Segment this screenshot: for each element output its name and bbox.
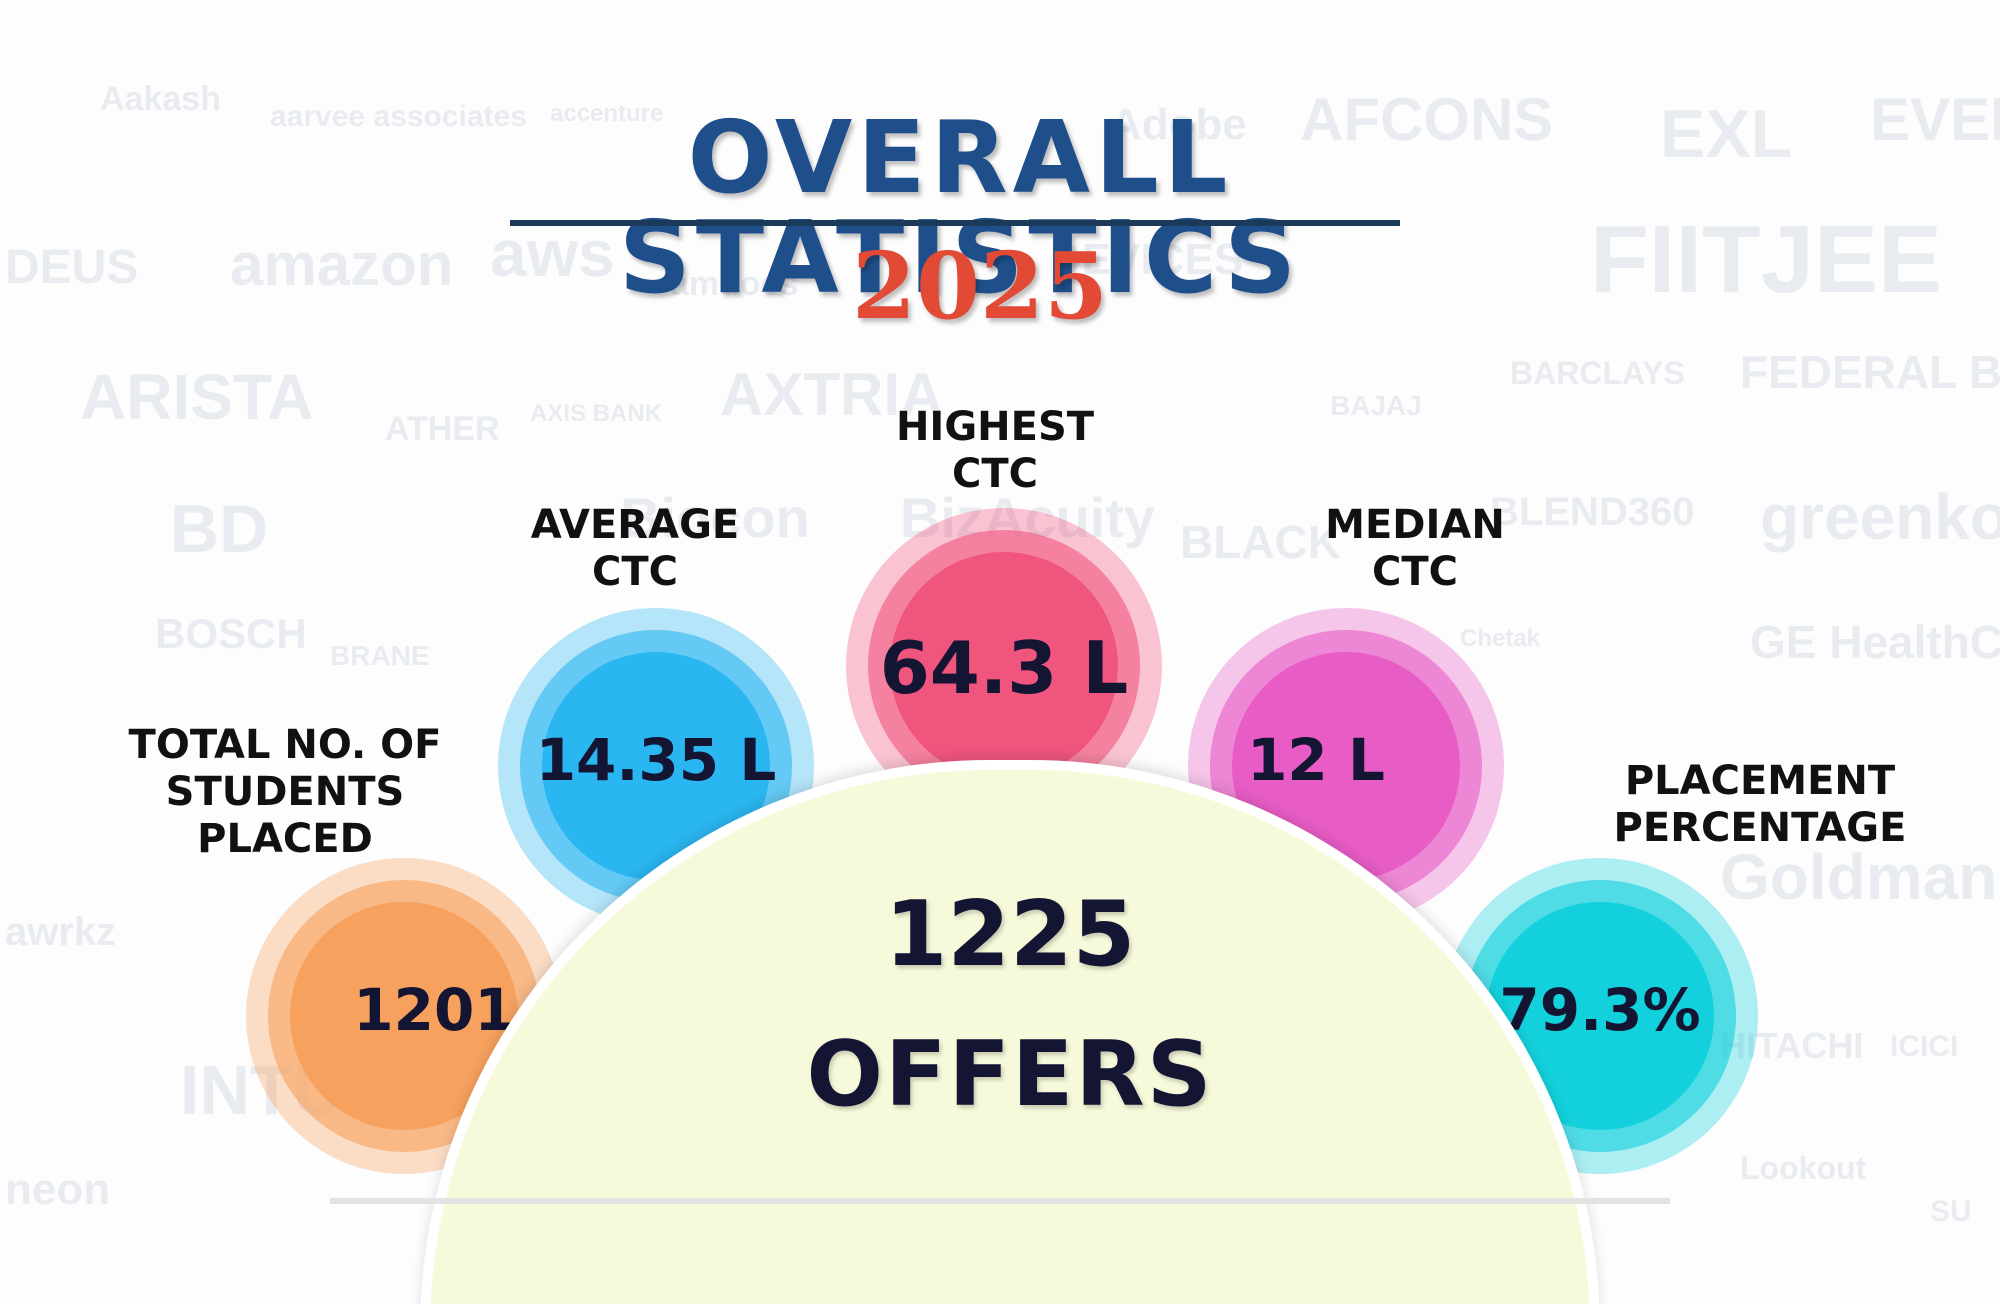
placement-percentage-label: PLACEMENT PERCENTAGE [1613,758,1907,851]
highest-ctc-value: 64.3 L [879,626,1129,710]
background-logo: BLACK [1180,516,1341,568]
background-logo: BLEND360 [1490,490,1695,534]
background-logo: BRANE [330,640,430,671]
background-logo: Biocon [620,486,810,549]
average-ctc-value: 14.35 L [535,726,777,794]
students-placed-label: TOTAL NO. OF STUDENTS PLACED [128,722,442,862]
average-ctc-label: AVERAGE CTC [530,502,740,595]
background-logo: AFCONS [1300,86,1554,153]
background-logo: GE HealthCare [1750,616,2000,668]
average-ctc-bubble: 14.35 L [498,608,814,924]
offers-count: 1225 [884,882,1136,987]
background-logo: BOSCH [155,610,307,657]
year-label: 2025 [851,232,1109,340]
background-logo: ARISTA [80,361,314,433]
background-logo: EXL [1660,96,1793,172]
highest-ctc-label: HIGHEST CTC [895,404,1095,497]
background-logo: FIITJEE [1590,206,1943,313]
title-underline [510,220,1400,226]
background-logo: AXTRIA [720,361,944,428]
background-logo: accenture [550,100,664,127]
background-logo: Aakash [100,80,221,118]
background-logo: amazon [230,231,454,298]
placement-percentage-value: 79.3% [1499,976,1701,1044]
background-logo: greenko [1760,481,2000,553]
background-logo: awrkz [5,910,117,954]
background-logo: BAJAJ [1330,390,1422,421]
background-logo: Adobe [1110,100,1247,149]
background-logo: Lookout [1740,1150,1867,1186]
background-logo: ATHER [385,410,500,448]
background-logo: neon [5,1165,111,1214]
background-logo: amdocs [670,265,799,303]
background-logo: DEUS [5,241,139,294]
median-ctc-value: 12 L [1247,726,1385,794]
students-placed-bubble: 1201 [246,858,562,1174]
background-logo: EVER [1870,86,2000,153]
background-logo: FEDERAL BANK [1740,346,2000,398]
background-logo: SU [1930,1195,1972,1228]
background-logo: ICICI [1890,1030,1959,1063]
background-logo: aws [490,216,615,290]
students-placed-value: 1201 [353,976,515,1044]
background-logo: BARCLAYS [1510,355,1685,391]
baseline-shadow [330,1198,1670,1204]
background-logo: AXIS BANK [530,400,663,427]
background-logo: aarvee associates [270,100,527,133]
background-logo: DEVICES [1050,235,1244,284]
background-logo: Chetak [1460,625,1541,652]
background-logo: Goldman Sachs [1720,841,2000,913]
offers-label: OFFERS [806,1022,1214,1127]
background-logo: HITACHI [1720,1025,1864,1066]
median-ctc-label: MEDIAN CTC [1325,502,1505,595]
background-logo: BD [170,491,269,567]
